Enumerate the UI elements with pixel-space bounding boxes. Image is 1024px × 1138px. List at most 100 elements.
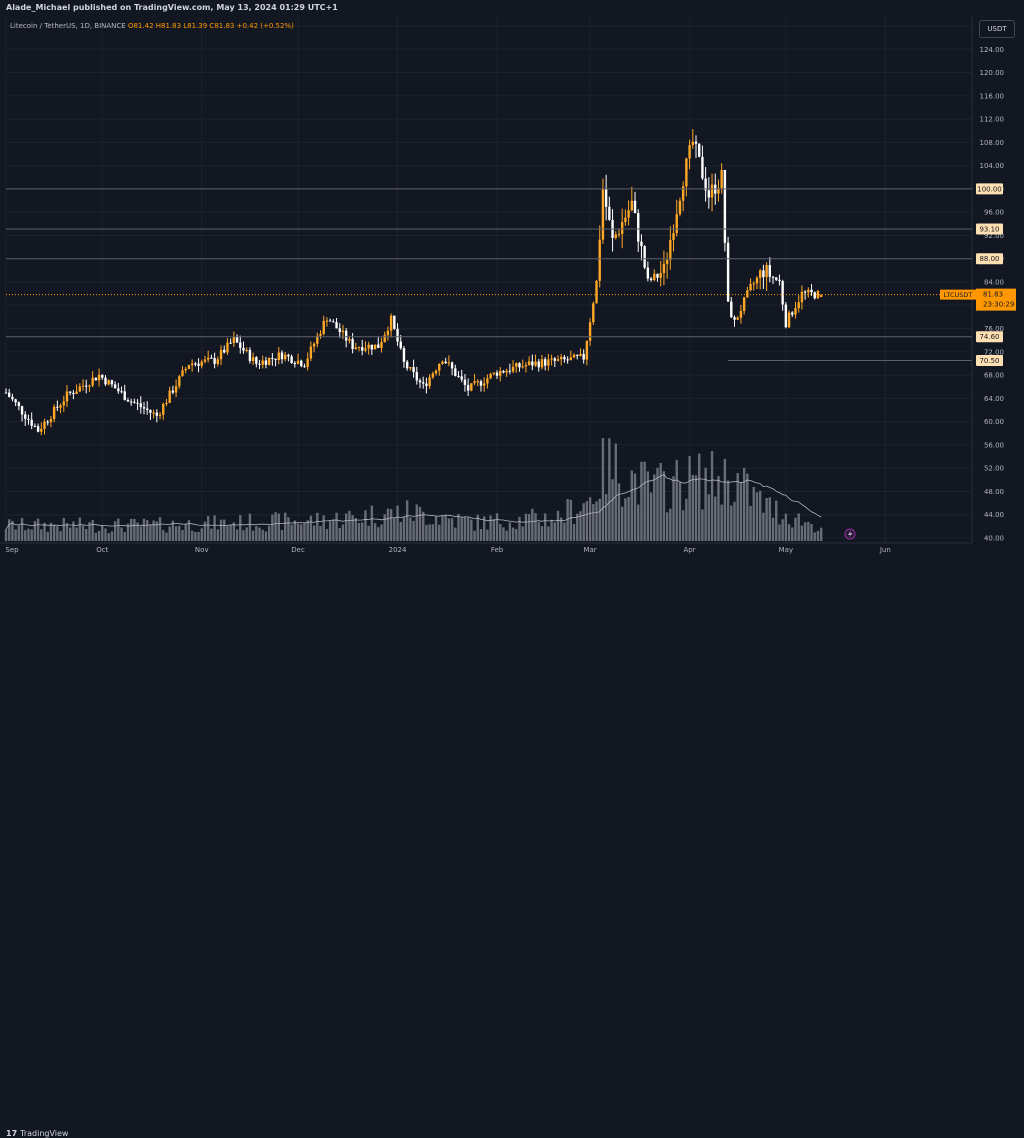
candle-body [155, 412, 159, 416]
volume-bar [354, 518, 358, 541]
candle-body [149, 409, 152, 413]
candle-body [284, 354, 287, 360]
candle-body [550, 358, 553, 360]
volume-bar [620, 506, 624, 541]
volume-bar [749, 505, 752, 541]
candle-body [505, 370, 508, 373]
volume-bar [518, 516, 521, 541]
price-tick-label: 40.00 [984, 535, 1004, 543]
level-price-label: 93.10 [979, 226, 999, 234]
candle-body [685, 158, 688, 187]
volume-bar [75, 527, 78, 541]
candle-body [274, 358, 277, 361]
candle-body [101, 374, 104, 378]
candle-body [4, 392, 8, 394]
candle-body [239, 342, 242, 348]
volume-bar [56, 526, 59, 541]
volume-bar [107, 533, 110, 541]
tradingview-logo[interactable]: 17 TradingView [6, 1129, 68, 1138]
candle-body [418, 380, 422, 383]
candle-body [556, 359, 560, 361]
volume-bar [576, 513, 579, 541]
volume-bar [409, 517, 412, 541]
volume-bar [344, 513, 348, 541]
candle-body [656, 273, 659, 278]
candle-body [630, 200, 634, 211]
ohlc-values: O81.42 H81.83 L81.39 C81.83 +0.42 (+0.52… [127, 22, 294, 30]
volume-bar [502, 527, 505, 541]
candle-body [643, 246, 646, 268]
price-tick-label: 116.00 [980, 92, 1005, 100]
candle-body [248, 349, 252, 361]
volume-bar [52, 525, 56, 541]
candle-body [219, 349, 223, 360]
candle-body [508, 370, 512, 372]
candle-body [688, 145, 691, 159]
candle-body [242, 347, 245, 351]
candle-body [787, 312, 791, 328]
candle-body [601, 189, 605, 240]
volume-bar [155, 521, 159, 541]
candle-body [466, 384, 470, 391]
candle-body [588, 322, 592, 341]
symbol-tag-label: LTCUSDT [944, 291, 973, 299]
price-tick-label: 124.00 [980, 46, 1005, 54]
volume-bar [370, 505, 374, 541]
candle-body [582, 353, 585, 360]
candle-body [335, 322, 338, 329]
candle-body [309, 346, 313, 359]
candle-body [181, 370, 184, 377]
candle-body [563, 356, 566, 360]
candle-body [146, 408, 149, 410]
volume-bar [309, 515, 313, 541]
candle-body [17, 402, 21, 407]
volume-bar [361, 522, 364, 541]
candle-body [620, 222, 624, 234]
price-tick-label: 120.00 [980, 69, 1005, 77]
volume-bar [232, 522, 236, 541]
volume-bar [720, 504, 723, 541]
volume-bar [624, 498, 627, 541]
candle-body [344, 330, 348, 341]
volume-bar [377, 527, 380, 541]
candle-body [43, 421, 46, 429]
volume-bar [742, 467, 746, 541]
currency-unit-button[interactable]: USDT [979, 20, 1015, 38]
candle-body [649, 278, 653, 281]
volume-bar [425, 524, 428, 541]
candle-body [662, 263, 666, 274]
volume-bar [332, 519, 335, 541]
volume-bar [601, 438, 605, 541]
volume-bar [819, 527, 823, 541]
price-chart[interactable]: 40.00 44.00 48.00 52.00 56.00 60.00 64.00 68.00… [0, 0, 1024, 581]
volume-bar [572, 524, 576, 541]
volume-bar [251, 530, 255, 541]
volume-bar [200, 528, 203, 541]
volume-bar [784, 513, 788, 541]
chart-canvas[interactable]: 40.00 44.00 48.00 52.00 56.00 60.00 64.00 68.00… [0, 0, 1024, 581]
volume-bar [710, 451, 714, 541]
candle-body [97, 374, 101, 381]
volume-bar [319, 525, 322, 541]
symbol-legend[interactable]: Litecoin / TetherUS, 1D, BINANCE O81.42 … [10, 22, 294, 30]
volume-bar [197, 531, 200, 541]
candle-body [604, 189, 608, 207]
volume-bar [797, 513, 800, 541]
candle-body [608, 206, 611, 220]
candle-body [27, 418, 30, 420]
candle-body [710, 184, 714, 198]
candle-body [521, 366, 524, 368]
volume-bar [422, 511, 425, 541]
candle-body [585, 340, 589, 360]
candle-body [142, 407, 146, 409]
candle-body [768, 265, 772, 277]
candle-body [341, 330, 345, 333]
candle-body [431, 373, 435, 378]
candle-body [325, 320, 329, 322]
candle-body [515, 363, 518, 367]
candle-body [312, 343, 316, 347]
footer-bar: 17 TradingView [0, 563, 1024, 1138]
price-tick-label: 60.00 [984, 418, 1004, 426]
volume-bar [547, 526, 550, 541]
price-tick-label: 92.00 [984, 232, 1004, 240]
